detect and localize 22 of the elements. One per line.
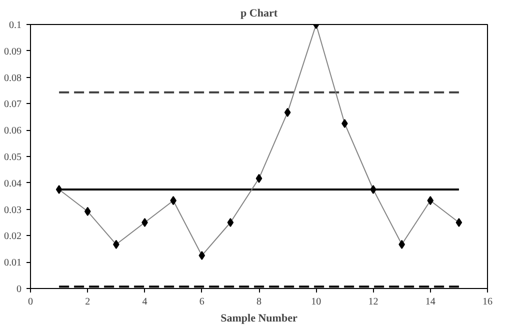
y-tick-label: 0.04 bbox=[4, 178, 22, 190]
x-tick-label: 16 bbox=[482, 296, 492, 308]
y-tick-label: 0.01 bbox=[4, 258, 22, 269]
x-axis-title: Sample Number bbox=[220, 312, 298, 324]
y-tick-label: 0.03 bbox=[4, 204, 22, 216]
x-tick-label: 8 bbox=[256, 296, 262, 308]
x-tick-label: 2 bbox=[85, 296, 90, 308]
x-tick-label: 14 bbox=[425, 296, 436, 308]
x-tick-label: 6 bbox=[199, 296, 204, 308]
x-tick-label: 10 bbox=[311, 296, 322, 308]
y-tick-label: 0.02 bbox=[4, 231, 22, 242]
x-tick-label: 0 bbox=[28, 296, 33, 308]
y-tick-label: 0.06 bbox=[4, 126, 22, 137]
y-tick-label: 0.05 bbox=[4, 152, 22, 163]
x-tick-label: 12 bbox=[368, 296, 378, 308]
y-tick-label: 0.09 bbox=[4, 46, 22, 58]
y-tick-label: 0.08 bbox=[4, 72, 22, 84]
y-tick-label: 0 bbox=[16, 284, 22, 295]
chart-title: p Chart bbox=[240, 8, 278, 20]
x-tick-label: 4 bbox=[142, 296, 148, 308]
y-tick-label: 0.07 bbox=[4, 99, 22, 110]
y-tick-label: 0.1 bbox=[9, 20, 22, 31]
